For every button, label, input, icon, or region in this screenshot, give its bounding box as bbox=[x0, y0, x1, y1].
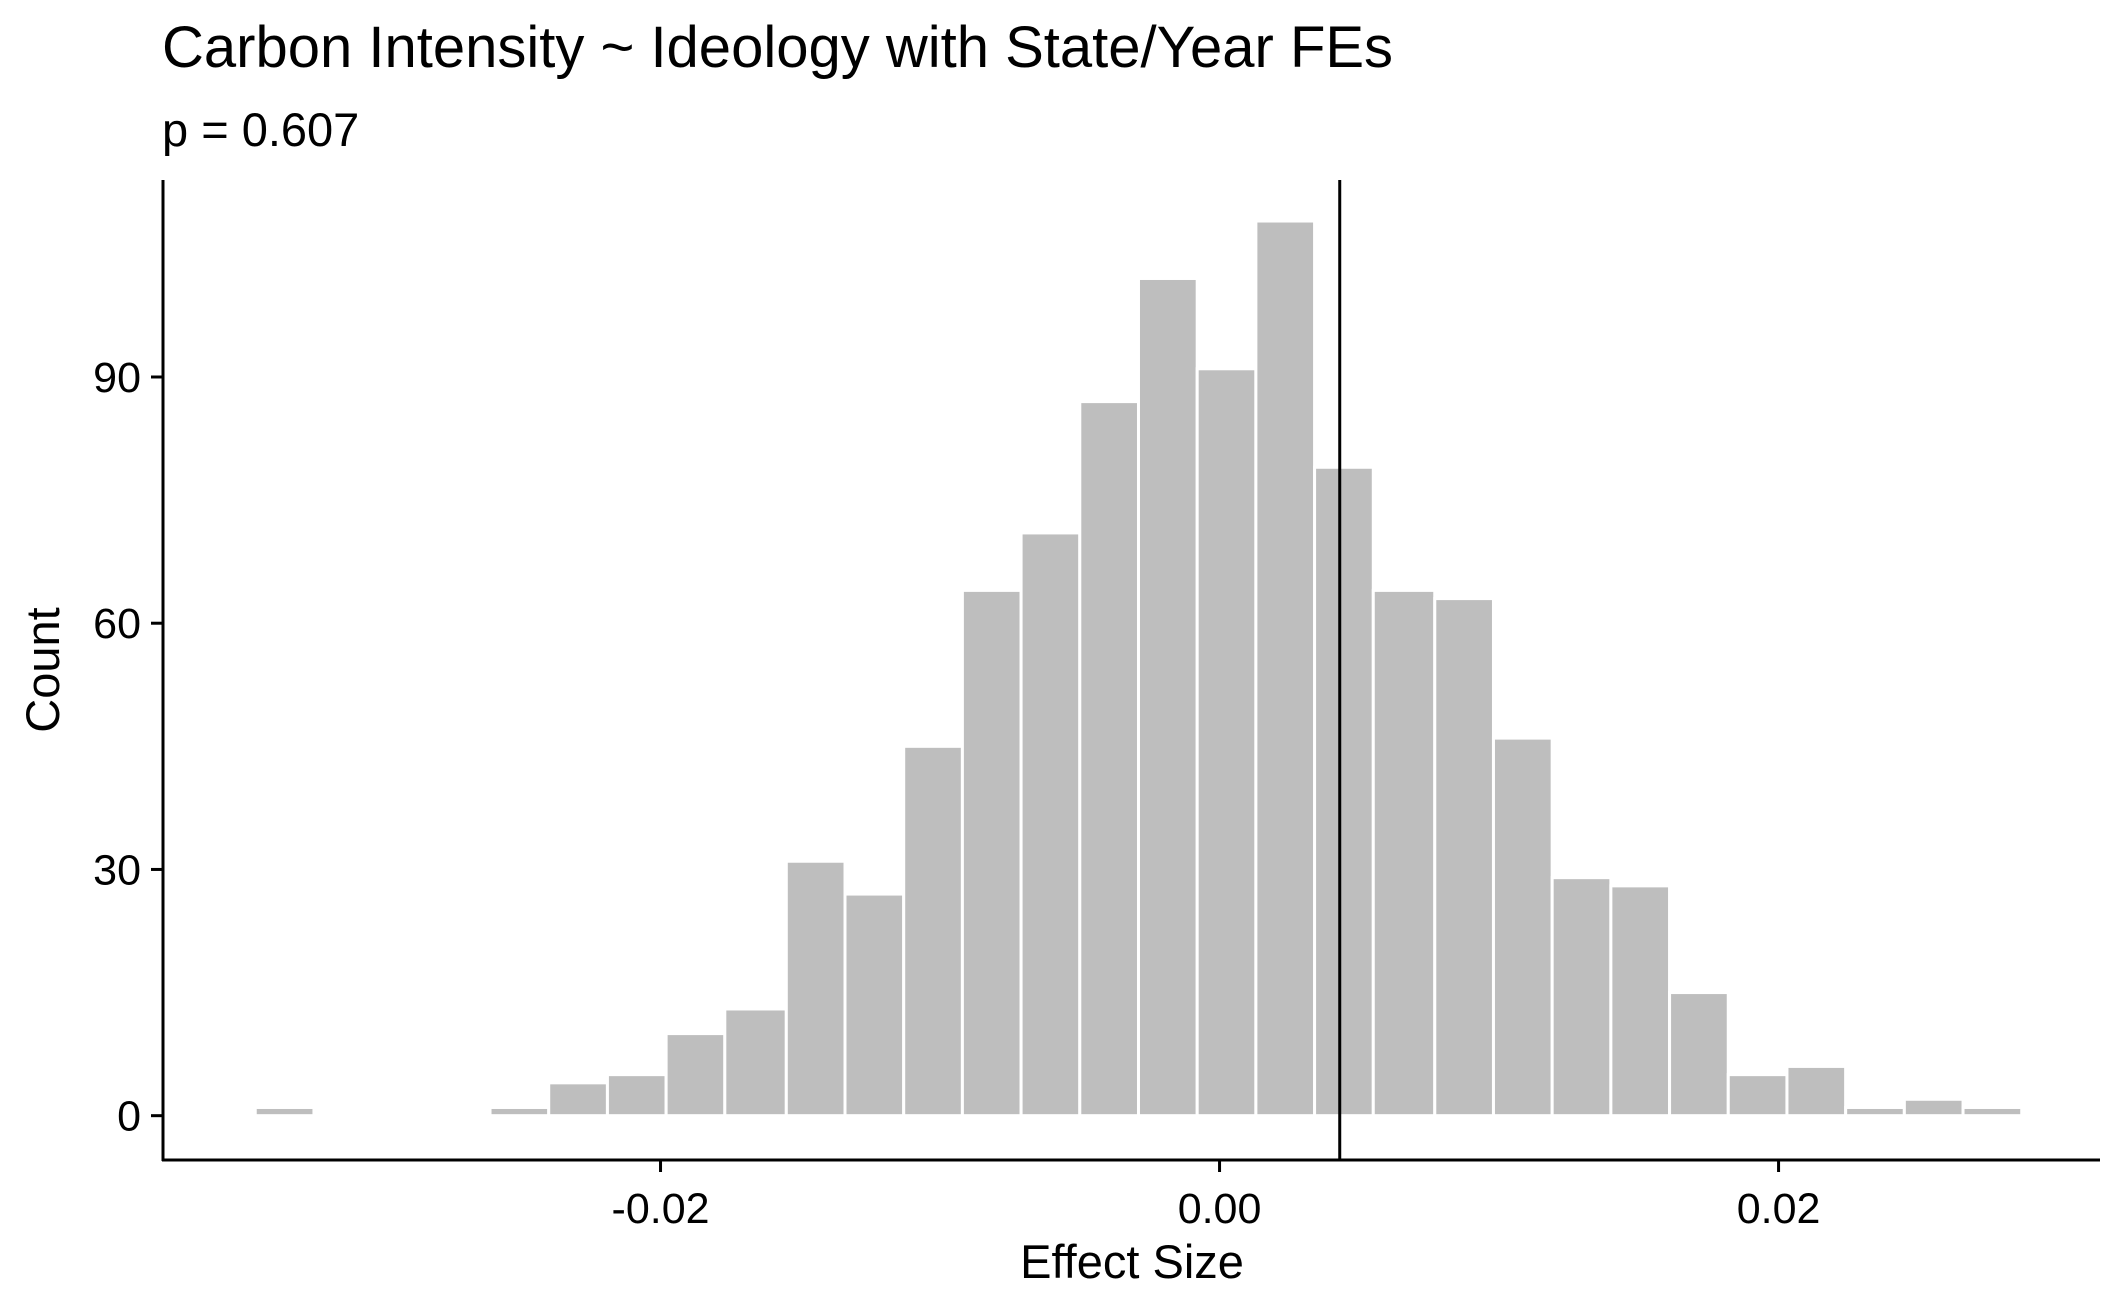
ticks-group: -0.02 0.00 0.02 0 30 60 90 bbox=[93, 354, 1820, 1233]
x-tick-label: 0.00 bbox=[1178, 1185, 1262, 1233]
histogram-bar bbox=[253, 1105, 316, 1118]
bars-group bbox=[253, 219, 2024, 1118]
y-tick-label: 60 bbox=[93, 600, 141, 648]
y-axis-title: Count bbox=[16, 607, 69, 732]
histogram-bar bbox=[843, 892, 906, 1118]
y-tick-label: 90 bbox=[93, 354, 141, 402]
histogram-bar bbox=[664, 1032, 727, 1118]
histogram-bar bbox=[488, 1105, 551, 1118]
histogram-bar bbox=[1254, 219, 1317, 1118]
histogram-bar bbox=[723, 1007, 788, 1118]
histogram-bar bbox=[1195, 367, 1258, 1118]
histogram-bar bbox=[1371, 588, 1437, 1118]
histogram-bar bbox=[1609, 884, 1672, 1118]
histogram-bar bbox=[1433, 597, 1495, 1118]
histogram-bar bbox=[1726, 1073, 1789, 1118]
x-tick-label: -0.02 bbox=[612, 1185, 710, 1233]
histogram-bar bbox=[1550, 876, 1613, 1118]
histogram-bar bbox=[902, 744, 964, 1118]
histogram-bar bbox=[547, 1081, 609, 1118]
histogram-bar bbox=[1902, 1097, 1965, 1118]
chart-title: Carbon Intensity ~ Ideology with State/Y… bbox=[162, 15, 1393, 80]
histogram-bar bbox=[1491, 736, 1554, 1118]
y-tick-label: 30 bbox=[93, 846, 141, 894]
x-tick-label: 0.02 bbox=[1737, 1185, 1821, 1233]
histogram-bar bbox=[1078, 400, 1140, 1118]
axes-group bbox=[161, 180, 2100, 1162]
histogram-bar bbox=[1313, 465, 1375, 1118]
histogram-bar bbox=[1844, 1105, 1906, 1118]
histogram-bar bbox=[960, 588, 1023, 1118]
histogram-bar bbox=[1668, 991, 1730, 1118]
histogram-bar bbox=[1961, 1105, 2024, 1118]
chart-subtitle: p = 0.607 bbox=[162, 103, 359, 156]
y-tick-label: 0 bbox=[117, 1093, 141, 1141]
histogram-bar bbox=[605, 1073, 668, 1118]
histogram-bar bbox=[1019, 531, 1082, 1118]
histogram-bar bbox=[784, 859, 847, 1118]
histogram-bar bbox=[1785, 1064, 1848, 1118]
histogram-bar bbox=[1136, 276, 1199, 1118]
x-axis-title: Effect Size bbox=[1020, 1235, 1244, 1288]
